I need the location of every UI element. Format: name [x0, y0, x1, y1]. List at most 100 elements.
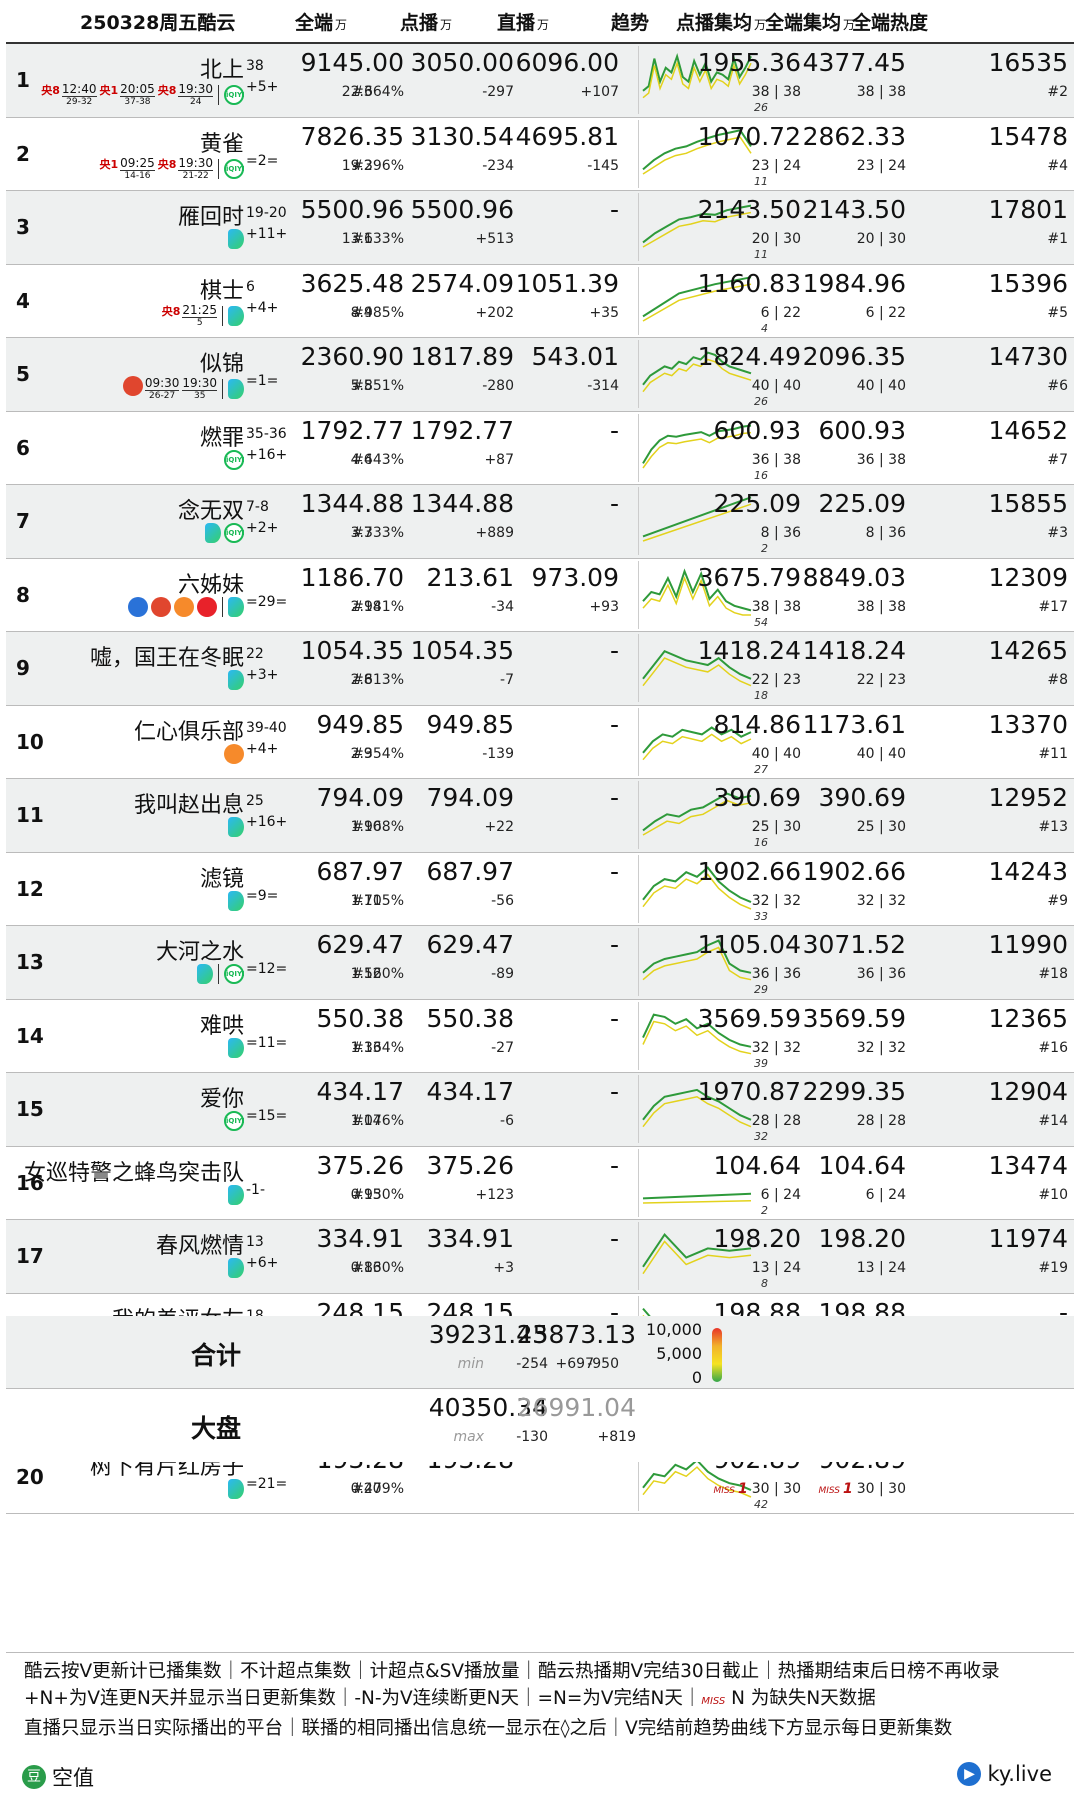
table-row[interactable]: 4 棋士 6 +4+ 央8 21:25 5 3625.48 2574.09 1051.39 8.98…: [6, 265, 1074, 338]
trend-sparkline[interactable]: 33: [638, 854, 770, 923]
table-row[interactable]: 17 春风燃情 13 +6+ 334.91 334.91 - 0.830% #16 +3 8 198.…: [6, 1220, 1074, 1294]
trend-sparkline[interactable]: 11: [638, 119, 770, 188]
brand-right[interactable]: ▶ ky.live: [957, 1762, 1052, 1786]
trend-sparkline[interactable]: 4: [638, 266, 770, 335]
trend-line: [642, 865, 752, 903]
tv-station-icon[interactable]: [128, 596, 148, 617]
table-row[interactable]: 13 大河之水 =12= iQIYI 629.47 629.47 - 1.560% #12 -89…: [6, 926, 1074, 1000]
show-title[interactable]: 难哄: [199, 1013, 244, 1039]
trend-sparkline[interactable]: 26: [638, 340, 770, 408]
show-title[interactable]: 棋士: [199, 278, 244, 304]
trend-sparkline[interactable]: 29: [638, 928, 770, 996]
platform-icons: 央8 12:40 29-32 央1 20:05 37-38 央8 19:30 24 iQIYI: [41, 82, 244, 108]
col-vod-header[interactable]: 点播万: [400, 12, 453, 34]
table-row[interactable]: 16 女巡特警之蜂鸟突击队 -1- 375.26 375.26 - 0.930% #15 +12…: [6, 1147, 1074, 1220]
show-title[interactable]: 大河之水: [155, 940, 244, 965]
youku-icon[interactable]: [228, 1184, 244, 1205]
trend-sparkline[interactable]: 54: [638, 560, 770, 629]
total-views: 629.47: [316, 930, 404, 959]
youku-icon[interactable]: [228, 379, 244, 399]
table-row[interactable]: 10 仁心俱乐部 39-40 +4+ 949.85 949.85 - 2.354% #9 -139…: [6, 706, 1074, 779]
trend-sparkline[interactable]: 16: [638, 781, 770, 849]
table-row[interactable]: 5 似锦 =1= 09:30 26-27 19:30 35 2360.90 1817.89 543…: [6, 338, 1074, 412]
table-row[interactable]: 9 嘘，国王在冬眠 22 +3+ 1054.35 1054.35-2.613% #8 -7 18…: [6, 632, 1074, 706]
table-row[interactable]: 2 黄雀 =2= 央1 09:25 14-16 央8 19:30 21-22 iQIYI 7826.…: [6, 118, 1074, 191]
tv-station-icon[interactable]: [197, 596, 217, 617]
col-live-header[interactable]: 直播万: [497, 12, 550, 34]
show-title[interactable]: 滤镜: [199, 866, 244, 892]
iqiyi-icon[interactable]: iQIYI: [224, 85, 245, 105]
show-title[interactable]: 爱你: [199, 1087, 244, 1112]
trend-sparkline[interactable]: 2: [638, 487, 770, 555]
show-title[interactable]: 北上: [199, 58, 244, 83]
trend-line: [642, 1232, 752, 1268]
trend-sparkline[interactable]: 26: [638, 46, 770, 114]
air-time-label: 09:25: [120, 155, 155, 170]
youku-icon[interactable]: [228, 1258, 244, 1278]
table-row[interactable]: 12 滤镜 =9= 687.97 687.97 - 1.705% #11 -56 33 1902.6…: [6, 853, 1074, 926]
table-row[interactable]: 3 雁回时 19-20 +11+ 5500.96 5500.96-13.633% #1 +51…: [6, 191, 1074, 265]
col-total-avg-header[interactable]: 全端集均万: [765, 12, 856, 34]
vod-rank: #11: [352, 892, 382, 909]
trend-sparkline[interactable]: 27: [638, 707, 770, 776]
show-title[interactable]: 燃罪: [199, 425, 244, 451]
show-title[interactable]: 我叫赵出息: [133, 793, 244, 818]
col-vod-avg-header[interactable]: 点播集均万: [676, 12, 767, 34]
episode-count: 7-8: [246, 499, 269, 515]
trend-sparkline[interactable]: 32: [638, 1075, 770, 1143]
air-time-label: 20:05: [120, 82, 155, 96]
youku-icon[interactable]: [228, 1037, 244, 1058]
mango-tv-icon[interactable]: [224, 743, 244, 764]
youku-icon[interactable]: [205, 523, 221, 543]
iqiyi-icon[interactable]: iQIYI: [224, 158, 245, 179]
show-title[interactable]: 春风燃情: [155, 1234, 244, 1259]
iqiyi-icon[interactable]: iQIYI: [224, 449, 245, 470]
table-row[interactable]: 11 我叫赵出息 25 +16+ 794.09 794.09 - 1.968% #10 +22 16…: [6, 779, 1074, 853]
iqiyi-icon[interactable]: iQIYI: [224, 1111, 245, 1131]
heat-rank: #6: [1047, 378, 1068, 394]
table-row[interactable]: 7 念无双 7-8 +2+ iQIYI 1344.88 1344.88 - 3.333% #7 +8…: [6, 485, 1074, 559]
trend-sparkline[interactable]: 2: [638, 1148, 770, 1217]
trend-day-count: 29: [754, 983, 768, 996]
vod-avg: 390.69: [713, 783, 801, 812]
table-row[interactable]: 15 爱你 =15= iQIYI 434.17 434.17-1.076% #14 -6 32 1…: [6, 1073, 1074, 1147]
col-heat-header[interactable]: 全端热度: [852, 12, 929, 34]
youku-icon[interactable]: [228, 305, 244, 326]
youku-icon[interactable]: [228, 1478, 244, 1499]
youku-icon[interactable]: [228, 229, 244, 249]
table-row[interactable]: 6 燃罪 35-36 +16+ iQIYI 1792.77 1792.77 - 4.443% #6…: [6, 412, 1074, 485]
trend-sparkline[interactable]: 16: [638, 413, 770, 482]
vod-rank: #14: [352, 1113, 382, 1129]
show-title[interactable]: 念无双: [177, 499, 244, 524]
youku-icon[interactable]: [228, 817, 244, 837]
youku-icon[interactable]: [228, 670, 244, 690]
iqiyi-icon[interactable]: iQIYI: [224, 964, 245, 984]
youku-icon[interactable]: [228, 890, 244, 911]
footer-notes: 酷云按V更新计已播集数｜不计超点集数｜计超点&SV播放量｜酷云热播期V完结30日…: [24, 1658, 1064, 1742]
col-total-header[interactable]: 全端万: [295, 12, 348, 34]
brand-left[interactable]: 豆 空值: [22, 1762, 94, 1792]
vod-change: -234: [482, 157, 514, 174]
youku-icon[interactable]: [197, 964, 213, 984]
trend-sparkline[interactable]: 42: [638, 1442, 770, 1511]
show-title[interactable]: 似锦: [199, 352, 244, 377]
table-row[interactable]: 14 难哄 =11= 550.38 550.38 - 1.364% #13 -27 39 3569.…: [6, 1000, 1074, 1073]
show-title[interactable]: 嘘，国王在冬眠: [89, 646, 244, 671]
show-title[interactable]: 仁心俱乐部: [133, 719, 244, 745]
mango-tv-icon[interactable]: [174, 596, 194, 617]
trend-sparkline[interactable]: 8: [638, 1222, 770, 1290]
total-avg-sub: 36 | 38: [856, 451, 906, 468]
show-title[interactable]: 黄雀: [199, 131, 244, 157]
iqiyi-icon[interactable]: iQIYI: [224, 523, 245, 543]
youku-icon[interactable]: [228, 596, 244, 617]
trend-sparkline[interactable]: 39: [638, 1001, 770, 1070]
show-title[interactable]: 女巡特警之蜂鸟突击队: [23, 1160, 244, 1186]
trend-sparkline[interactable]: 18: [638, 634, 770, 702]
market-vod-chg: +819: [597, 1429, 636, 1445]
table-row[interactable]: 1 北上 38 +5+ 央8 12:40 29-32 央1 20:05 37-38 央8 19:30 2…: [6, 44, 1074, 118]
platform-icons: [228, 229, 244, 249]
show-title[interactable]: 雁回时: [177, 205, 244, 230]
show-title[interactable]: 六姊妹: [177, 572, 244, 598]
table-row[interactable]: 8 六姊妹 =29= 1186.70 213.61 973.09 2.941% #18 -34 +…: [6, 559, 1074, 632]
trend-sparkline[interactable]: 11: [638, 193, 770, 261]
